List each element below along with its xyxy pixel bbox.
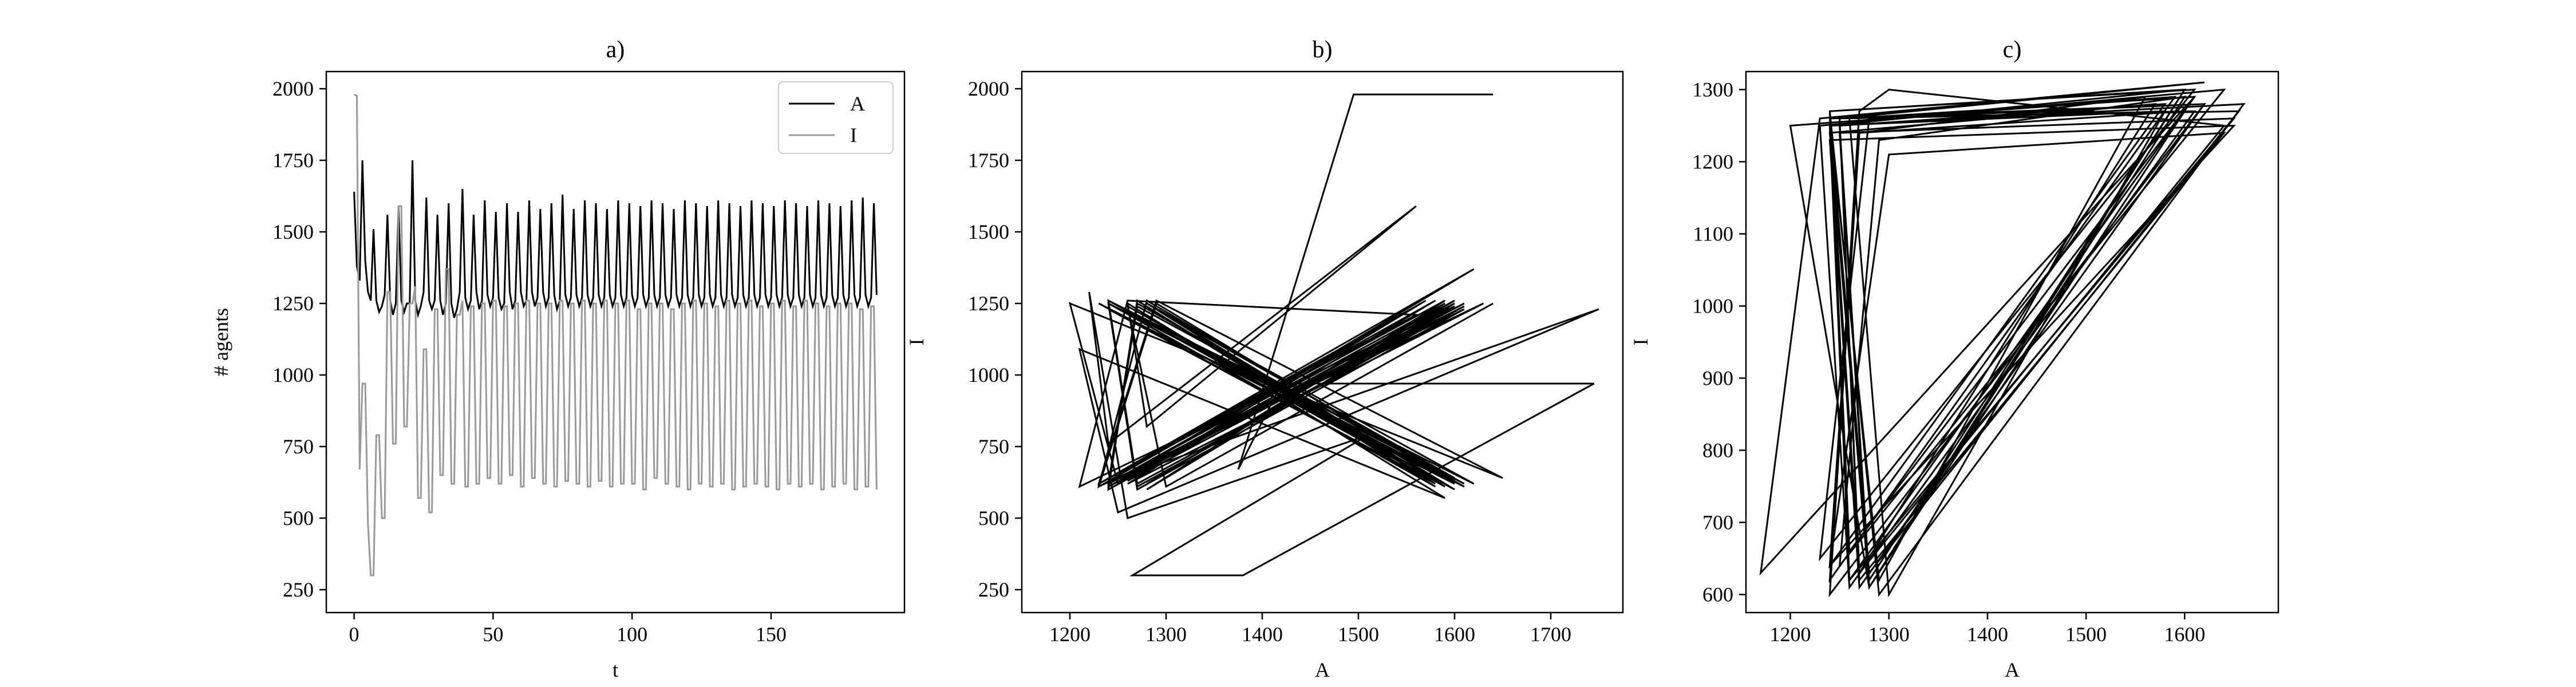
x-tick-label: 150 — [756, 623, 787, 646]
x-tick-label: 1400 — [1967, 623, 2008, 646]
x-tick-label: 0 — [349, 623, 359, 646]
y-axis-label: # agents — [210, 308, 232, 376]
axes-frame — [1745, 70, 2279, 614]
chart-panel-3: 1200 1300 1400 1500 1600 600 700 800 900 1000 1100… — [1629, 37, 2279, 681]
y-tick-label: 250 — [283, 578, 314, 601]
y-axis-label: I — [1629, 339, 1652, 346]
y-tick-label: 2000 — [968, 77, 1009, 100]
chart-panel-2: 1200 1300 1400 1500 1600 1700 250 500 750 1000 125… — [905, 37, 1624, 681]
series-line-1 — [1759, 81, 2246, 598]
y-tick-label: 1200 — [1692, 151, 1733, 173]
y-tick-label: 600 — [1702, 583, 1733, 606]
legend: AI — [778, 81, 894, 154]
x-tick-label: 1300 — [1145, 623, 1187, 646]
x-tick-label: 1200 — [1049, 623, 1091, 646]
x-tick-label: 1600 — [1434, 623, 1475, 646]
plot-area — [1759, 81, 2246, 598]
legend-label-i: I — [850, 124, 857, 147]
series-line-i — [353, 93, 878, 577]
plot-area — [1068, 93, 1599, 577]
x-tick-label: 50 — [483, 623, 503, 646]
x-tick-label: 1300 — [1868, 623, 1910, 646]
axes-frame — [1021, 70, 1624, 614]
legend-box — [778, 81, 894, 154]
y-tick-label: 750 — [283, 435, 314, 458]
y-tick-label: 1000 — [1692, 295, 1733, 318]
chart-title: b) — [1313, 37, 1333, 63]
y-tick-label: 1500 — [272, 220, 314, 243]
x-axis-label: t — [613, 658, 618, 681]
y-tick-label: 750 — [978, 435, 1009, 458]
y-tick-label: 2000 — [272, 77, 314, 100]
x-tick-label: 1500 — [2065, 623, 2107, 646]
y-tick-label: 1750 — [272, 149, 314, 172]
series-line-a — [353, 160, 878, 318]
y-tick-label: 1000 — [272, 364, 314, 386]
x-axis-label: A — [2005, 658, 2020, 681]
x-tick-label: 1500 — [1338, 623, 1379, 646]
x-tick-label: 1200 — [1770, 623, 1811, 646]
y-tick-label: 700 — [1702, 511, 1733, 534]
y-tick-label: 500 — [283, 507, 314, 530]
series-line-1 — [1068, 93, 1599, 577]
x-tick-label: 100 — [617, 623, 647, 646]
chart-title: c) — [2003, 37, 2022, 63]
y-tick-label: 1500 — [968, 220, 1009, 243]
x-axis-label: A — [1315, 658, 1330, 681]
plot-area — [353, 93, 878, 577]
axes-frame — [325, 70, 906, 614]
chart-panel-1: 0 50 100 150 250 500 750 1000 1250 1500 1750 2000 a)… — [210, 37, 906, 681]
y-tick-label: 1750 — [968, 149, 1009, 172]
y-tick-label: 1000 — [968, 364, 1009, 386]
y-tick-label: 1250 — [272, 292, 314, 315]
y-tick-label: 900 — [1702, 367, 1733, 390]
y-tick-label: 500 — [978, 507, 1009, 530]
y-axis-label: I — [905, 339, 928, 346]
legend-label-a: A — [850, 92, 865, 115]
y-tick-label: 250 — [978, 578, 1009, 601]
y-tick-label: 1250 — [968, 292, 1009, 315]
y-tick-label: 800 — [1702, 439, 1733, 462]
y-tick-label: 1300 — [1692, 78, 1733, 101]
chart-title: a) — [606, 37, 625, 63]
y-tick-label: 1100 — [1693, 223, 1733, 246]
x-tick-label: 1600 — [2164, 623, 2205, 646]
x-tick-label: 1400 — [1242, 623, 1283, 646]
x-tick-label: 1700 — [1530, 623, 1571, 646]
